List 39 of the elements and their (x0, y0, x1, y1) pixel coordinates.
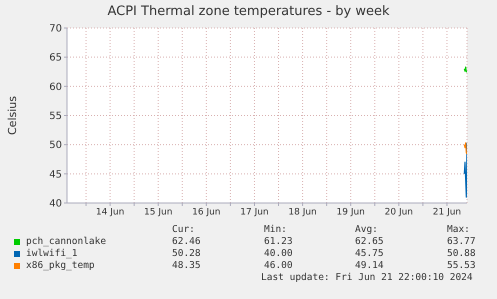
text: 46.00 (264, 260, 293, 271)
x-tick-label: 15 Jun (144, 207, 172, 218)
y-tick-label: 70 (49, 24, 62, 35)
text: 55.53 (447, 260, 476, 271)
text: 62.65 (355, 236, 384, 247)
x-tick-label: 20 Jun (384, 207, 414, 218)
text: 40.00 (264, 248, 293, 259)
x-tick-label: 16 Jun (192, 207, 221, 218)
chart-title: ACPI Thermal zone temperatures - by week (106, 4, 391, 19)
text: 45.75 (355, 248, 384, 259)
text: 50.88 (447, 248, 476, 259)
text: Avg: (355, 224, 378, 235)
text: Max: (447, 224, 470, 235)
line-series (464, 142, 467, 155)
text: 62.46 (172, 236, 201, 247)
y-tick-label: 55 (49, 111, 62, 122)
text: 61.23 (264, 236, 293, 247)
text: 49.14 (355, 260, 384, 271)
text: 48.35 (172, 260, 201, 271)
x-tick-label: 17 Jun (240, 207, 269, 218)
y-axis-title: Celsius (6, 96, 19, 135)
text: Last update: Fri Jun 21 22:00:10 2024 (261, 272, 473, 283)
text: 63.77 (447, 236, 476, 247)
y-tick-label: 60 (49, 82, 62, 93)
text: Cur: (172, 224, 195, 235)
y-tick-label: 65 (49, 52, 62, 64)
y-tick-label: 50 (49, 140, 62, 152)
legend-label: x86_pkg_temp (26, 260, 95, 271)
line-series (464, 142, 467, 198)
legend-label: pch_cannonlake (26, 236, 106, 247)
text: 50.28 (172, 248, 201, 259)
x-tick-label: 21 Jun (432, 207, 462, 218)
y-tick-label: 40 (49, 198, 62, 210)
y-tick-label: 45 (49, 169, 62, 180)
legend-label: iwlwifi_1 (26, 248, 78, 259)
x-tick-label: 18 Jun (288, 207, 317, 218)
x-tick-label: 14 Jun (96, 207, 124, 218)
text: Min: (264, 224, 287, 235)
x-tick-label: 19 Jun (336, 207, 365, 218)
